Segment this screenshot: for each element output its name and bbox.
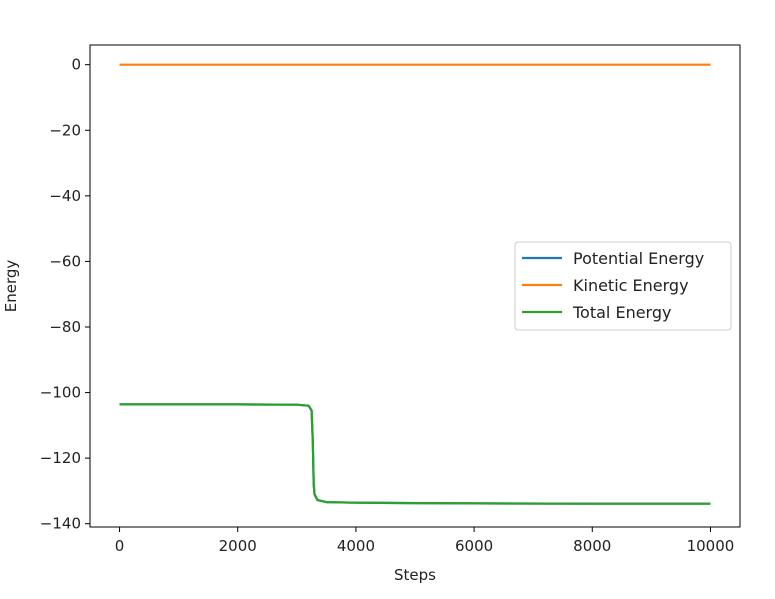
y-tick-label: −20 [49, 121, 81, 139]
y-axis: 0 −20 −40 −60 −80 −100 −120 −140 [40, 56, 90, 533]
x-tick-label: 8000 [573, 537, 611, 555]
x-tick-label: 4000 [337, 537, 375, 555]
legend-label-kinetic-energy: Kinetic Energy [573, 276, 689, 295]
series-line-potential-energy [119, 403, 711, 505]
x-axis: 0 2000 4000 6000 8000 10000 [115, 527, 735, 555]
x-tick-label: 6000 [455, 537, 493, 555]
y-tick-label: 0 [71, 56, 81, 74]
y-tick-label: −140 [40, 515, 81, 533]
series-line-total-energy [119, 403, 711, 505]
y-tick-label: −120 [40, 449, 81, 467]
y-tick-label: −80 [49, 318, 81, 336]
legend: Potential Energy Kinetic Energy Total Ener… [514, 241, 732, 331]
legend-box [514, 241, 732, 331]
x-tick-label: 2000 [219, 537, 257, 555]
legend-label-total-energy: Total Energy [572, 303, 671, 322]
plot-frame [89, 44, 741, 528]
y-tick-label: −100 [40, 384, 81, 402]
y-axis-label: Energy [2, 260, 20, 313]
y-tick-label: −60 [49, 252, 81, 270]
x-tick-label: 10000 [687, 537, 735, 555]
legend-label-potential-energy: Potential Energy [573, 249, 704, 268]
x-axis-label: Steps [394, 566, 436, 584]
y-tick-label: −40 [49, 187, 81, 205]
x-tick-label: 0 [115, 537, 125, 555]
plot-lines [119, 63, 711, 505]
